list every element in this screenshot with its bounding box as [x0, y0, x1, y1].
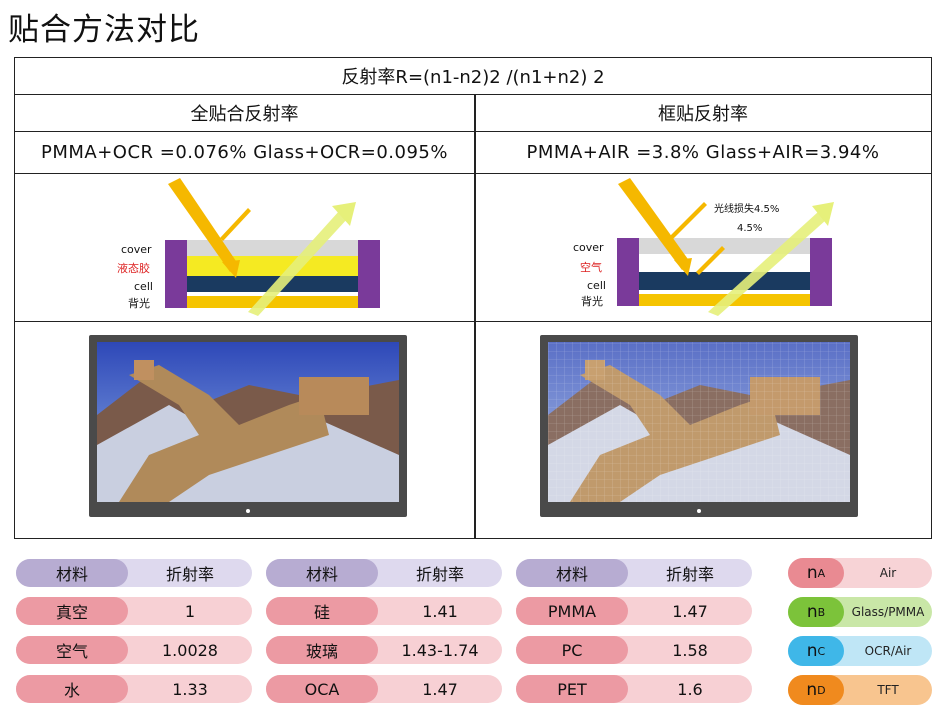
- page-title: 贴合方法对比: [8, 12, 200, 48]
- legend-symbol-n: n: [806, 602, 818, 622]
- right-layer-backlight: 背光: [581, 295, 603, 308]
- legend-item: n C OCR/Air: [788, 636, 932, 666]
- refractive-index: 1.33: [172, 679, 208, 699]
- refractive-index: 1: [184, 601, 196, 621]
- refractive-index: 1.47: [422, 679, 458, 699]
- material-header: 材料: [516, 559, 628, 587]
- material-name: PC: [516, 636, 628, 664]
- material-name: 水: [16, 675, 128, 703]
- refractive-index: 1.41: [422, 601, 458, 621]
- table-row: OCA 1.47: [266, 675, 502, 703]
- material-name: PMMA: [516, 597, 628, 625]
- legend-item: n D TFT: [788, 675, 932, 705]
- left-layer-backlight: 背光: [128, 297, 150, 310]
- table-row: 玻璃 1.43-1.74: [266, 636, 502, 664]
- refractive-index: 1.47: [672, 601, 708, 621]
- refractive-index: 1.6: [677, 679, 703, 699]
- legend-symbol-sub: D: [817, 683, 826, 697]
- table-row: 水 1.33: [16, 675, 252, 703]
- refractive-index: 1.43-1.74: [401, 640, 479, 660]
- material-name: OCA: [266, 675, 378, 703]
- legend-symbol-n: n: [806, 680, 818, 700]
- light-loss-value: 4.5%: [737, 223, 763, 234]
- legend-item: n A Air: [788, 558, 932, 588]
- right-values: PMMA+AIR =3.8% Glass+AIR=3.94%: [526, 142, 880, 163]
- index-header: 折射率: [665, 565, 714, 584]
- refractive-index: 1.58: [672, 640, 708, 660]
- material-name: 硅: [266, 597, 378, 625]
- table-header: 材料 折射率: [516, 559, 752, 587]
- material-name: 空气: [16, 636, 128, 664]
- table-row: PMMA 1.47: [516, 597, 752, 625]
- legend-label: Glass/PMMA: [851, 605, 925, 619]
- comparison-table: 反射率R=(n1-n2)2 /(n1+n2) 2 全贴合反射率 框贴反射率 PM…: [14, 57, 932, 539]
- values-row: PMMA+OCR =0.076% Glass+OCR=0.095% PMMA+A…: [15, 132, 931, 174]
- index-header: 折射率: [415, 565, 464, 584]
- material-header: 材料: [266, 559, 378, 587]
- refractive-index: 1.0028: [162, 640, 218, 660]
- table-row: 真空 1: [16, 597, 252, 625]
- right-heading: 框贴反射率: [658, 104, 748, 125]
- legend-symbol-sub: A: [817, 566, 826, 580]
- material-name: 玻璃: [266, 636, 378, 664]
- legend-label: TFT: [877, 683, 899, 697]
- left-layer-cover: cover: [121, 243, 152, 256]
- left-heading: 全贴合反射率: [190, 104, 299, 125]
- legend-item: n B Glass/PMMA: [788, 597, 932, 627]
- material-name: 真空: [16, 597, 128, 625]
- right-layer-cell: cell: [587, 279, 606, 292]
- table-row: 空气 1.0028: [16, 636, 252, 664]
- left-display-photo: [89, 335, 407, 517]
- material-header: 材料: [16, 559, 128, 587]
- full-lamination-diagram: [165, 178, 380, 316]
- diagram-row: [15, 174, 931, 322]
- left-layer-glue: 液态胶: [117, 262, 150, 275]
- legend-symbol-n: n: [806, 563, 818, 583]
- left-layer-cell: cell: [134, 280, 153, 293]
- frame-lamination-diagram: [617, 178, 834, 316]
- left-values: PMMA+OCR =0.076% Glass+OCR=0.095%: [41, 142, 448, 163]
- index-header: 折射率: [165, 565, 214, 584]
- right-layer-cover: cover: [573, 241, 604, 254]
- table-row: PC 1.58: [516, 636, 752, 664]
- legend-symbol-sub: B: [817, 605, 826, 619]
- legend-label: OCR/Air: [864, 644, 912, 658]
- heading-row: 全贴合反射率 框贴反射率: [15, 95, 931, 132]
- material-name: PET: [516, 675, 628, 703]
- legend-label: Air: [879, 566, 897, 580]
- light-loss-note: 光线损失4.5%: [714, 204, 780, 215]
- right-layer-air: 空气: [580, 261, 602, 274]
- table-row: PET 1.6: [516, 675, 752, 703]
- legend-symbol-sub: C: [817, 644, 826, 658]
- legend-symbol-n: n: [806, 641, 818, 661]
- table-row: 硅 1.41: [266, 597, 502, 625]
- table-header: 材料 折射率: [266, 559, 502, 587]
- reflectance-formula: 反射率R=(n1-n2)2 /(n1+n2) 2: [341, 67, 605, 88]
- formula-row: 反射率R=(n1-n2)2 /(n1+n2) 2: [15, 58, 931, 95]
- table-header: 材料 折射率: [16, 559, 252, 587]
- right-display-photo: [540, 335, 858, 517]
